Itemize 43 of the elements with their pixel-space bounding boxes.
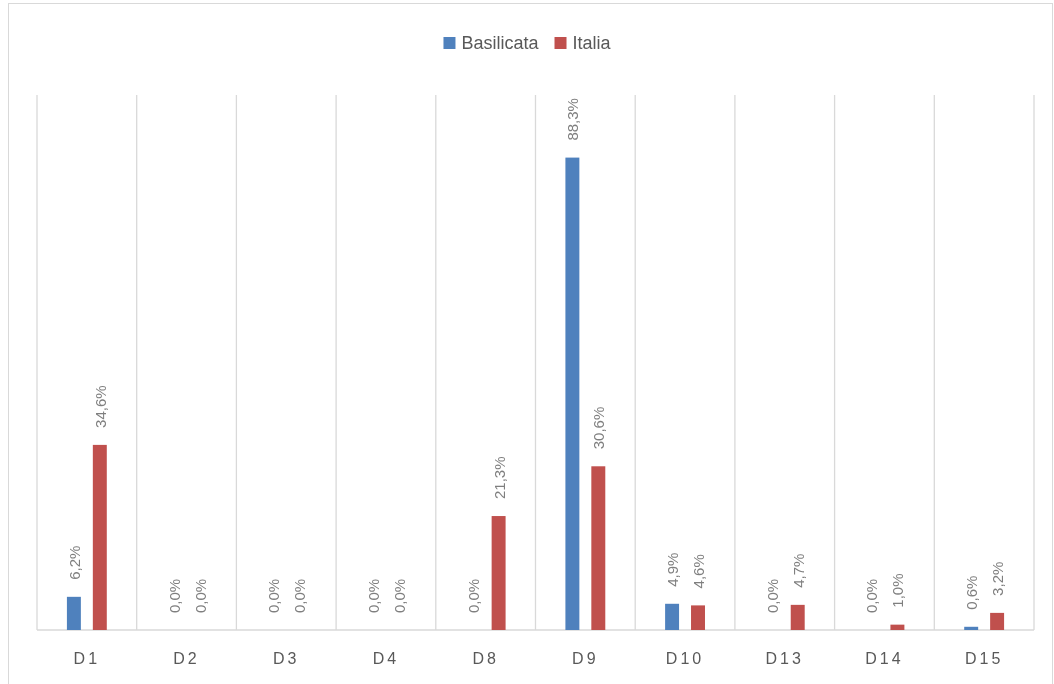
data-label: 4,9% bbox=[663, 552, 681, 587]
data-label: 30,6% bbox=[589, 406, 607, 450]
data-label: 88,3% bbox=[563, 98, 581, 141]
legend-label: Basilicata bbox=[461, 33, 540, 53]
x-tick-label: D15 bbox=[964, 649, 1004, 667]
data-label: 4,6% bbox=[689, 554, 707, 589]
data-label: 34,6% bbox=[91, 385, 109, 428]
bar bbox=[491, 516, 506, 630]
data-label: 4,7% bbox=[789, 553, 807, 588]
data-label: 3,2% bbox=[988, 561, 1006, 596]
x-tick-label: D14 bbox=[865, 649, 904, 667]
data-label: 0,0% bbox=[191, 578, 209, 613]
bar bbox=[92, 444, 107, 630]
bar bbox=[665, 603, 680, 630]
bar bbox=[591, 466, 606, 630]
data-label: 0,0% bbox=[264, 578, 282, 613]
x-tick-label: D9 bbox=[572, 649, 599, 667]
bar bbox=[691, 605, 705, 630]
data-label: 0,0% bbox=[390, 578, 408, 613]
x-tick-label: D1 bbox=[73, 649, 101, 667]
data-label: 1,0% bbox=[888, 573, 906, 608]
x-tick-label: D3 bbox=[273, 649, 300, 667]
bar bbox=[990, 612, 1005, 630]
legend-label: Italia bbox=[572, 33, 612, 53]
bar bbox=[790, 604, 805, 630]
x-tick-label: D4 bbox=[372, 649, 400, 667]
data-label: 6,2% bbox=[65, 545, 83, 580]
x-tick-label: D10 bbox=[665, 649, 705, 667]
data-label: 0,0% bbox=[763, 578, 781, 613]
x-tick-label: D2 bbox=[173, 649, 200, 667]
data-label: 0,0% bbox=[862, 578, 880, 613]
data-label: 21,3% bbox=[490, 456, 508, 500]
bar bbox=[964, 626, 979, 630]
data-label: 0,6% bbox=[962, 575, 980, 610]
x-tick-label: D8 bbox=[472, 649, 499, 667]
data-label: 0,0% bbox=[165, 578, 183, 613]
x-tick-label: D13 bbox=[765, 649, 804, 667]
data-label: 0,0% bbox=[464, 578, 482, 613]
data-label: 0,0% bbox=[364, 578, 382, 613]
bar bbox=[890, 624, 905, 630]
data-label: 0,0% bbox=[290, 578, 308, 613]
bar bbox=[565, 157, 580, 630]
bar bbox=[66, 596, 81, 630]
